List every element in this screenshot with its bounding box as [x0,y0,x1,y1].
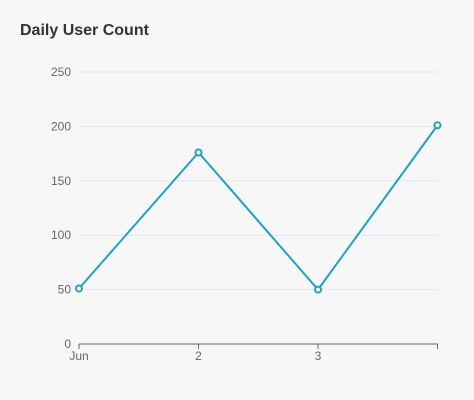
y-axis: 0 50 100 150 200 250 [51,65,71,351]
x-tick-label-1: 2 [195,349,202,363]
data-point-3[interactable] [433,121,442,130]
chart-title: Daily User Count [20,22,149,39]
series-line-0 [78,124,439,292]
x-tick-label-0: Jun [69,349,88,363]
x-axis: Jun 2 3 [69,343,438,363]
x-tick-label-2: 3 [315,349,322,363]
y-tick-label-0: 0 [64,337,71,351]
data-point-0[interactable] [75,284,83,293]
grid-lines [79,71,438,291]
y-tick-label-200: 200 [51,119,71,133]
data-point-2[interactable] [314,285,322,294]
y-tick-label-100: 100 [51,228,71,242]
y-tick-label-50: 50 [58,283,72,297]
y-tick-label-250: 250 [51,65,71,79]
y-tick-label-150: 150 [51,174,71,188]
series-layer [75,121,442,294]
data-point-1[interactable] [194,148,203,157]
